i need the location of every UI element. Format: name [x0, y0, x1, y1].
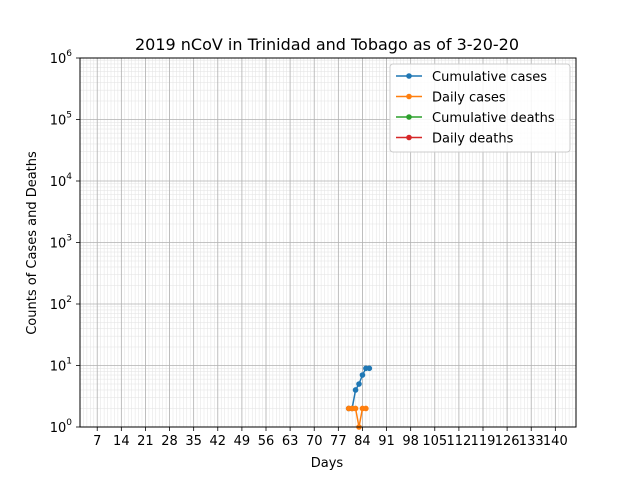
x-tick-label: 112 [446, 434, 471, 449]
y-tick-label: 104 [50, 172, 73, 190]
x-tick-label: 133 [519, 434, 544, 449]
x-axis-label: Days [311, 456, 344, 471]
legend-swatch-marker [406, 114, 412, 120]
x-tick-label: 105 [422, 434, 447, 449]
x-tick-label: 35 [185, 434, 202, 449]
data-point [352, 405, 359, 412]
data-point [356, 381, 362, 387]
legend-swatch-marker [406, 134, 412, 141]
x-tick-label: 14 [113, 434, 130, 449]
y-tick-label: 100 [50, 418, 73, 436]
legend-swatch-marker [406, 93, 412, 100]
x-tick-label: 126 [495, 434, 520, 449]
x-tick-label: 140 [543, 434, 568, 449]
data-point [359, 372, 366, 378]
x-axis: 7 14 21 28 35 42 49 56 63 70 77 84 91 98 105 112 119 126 1… [93, 427, 568, 449]
y-tick-label: 103 [50, 234, 72, 252]
x-tick-label: 91 [378, 434, 395, 449]
series-layer [345, 365, 373, 430]
x-tick-label: 84 [354, 434, 371, 449]
legend-label: Daily cases [432, 91, 506, 106]
x-tick-label: 7 [93, 434, 101, 449]
y-tick-label: 101 [50, 357, 72, 375]
x-tick-label: 42 [210, 434, 227, 449]
y-tick-label: 106 [50, 49, 73, 67]
legend: Cumulative cases Daily cases Cumulative de… [389, 63, 571, 153]
data-point [363, 405, 369, 412]
x-tick-label: 49 [234, 434, 251, 449]
x-tick-label: 70 [306, 434, 323, 449]
legend-label: Daily deaths [432, 132, 514, 147]
chart-title: 2019 nCoV in Trinidad and Tobago as of 3… [135, 35, 519, 54]
legend-label: Cumulative cases [432, 70, 547, 85]
data-point [366, 365, 373, 372]
y-axis-label: Counts of Cases and Deaths [25, 151, 40, 335]
x-tick-label: 98 [402, 434, 419, 449]
data-point [352, 387, 359, 393]
legend-swatch-marker [406, 73, 412, 79]
y-tick-label: 102 [50, 295, 72, 313]
x-tick-label: 77 [330, 434, 347, 449]
y-axis: 100 101 102 103 104 105 106 [50, 49, 80, 436]
x-tick-label: 28 [161, 434, 178, 449]
legend-label: Cumulative deaths [432, 111, 555, 126]
x-tick-label: 119 [471, 434, 496, 449]
y-tick-label: 105 [50, 111, 72, 129]
x-tick-label: 56 [258, 434, 275, 449]
x-tick-label: 21 [137, 434, 154, 449]
legend-box [389, 63, 571, 153]
x-tick-label: 63 [282, 434, 299, 449]
